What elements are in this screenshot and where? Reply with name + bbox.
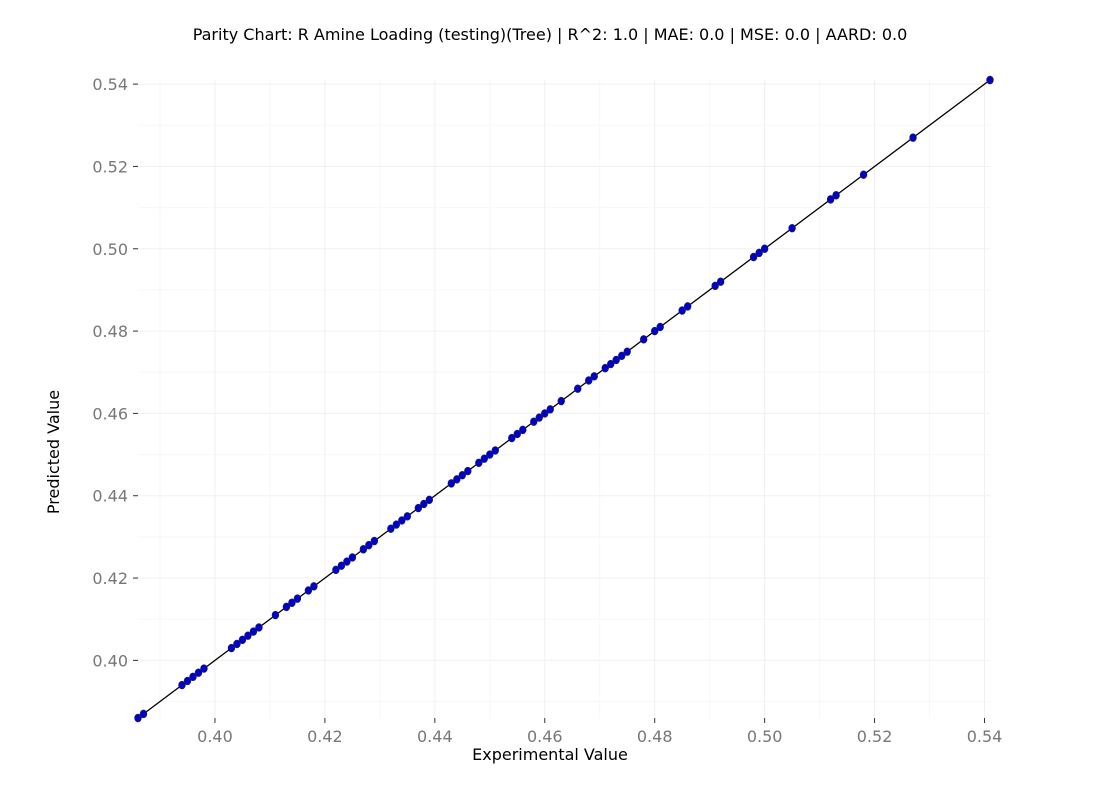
data-point — [530, 417, 538, 426]
data-point — [332, 565, 340, 575]
data-point — [590, 372, 598, 381]
data-point — [310, 582, 318, 591]
data-point — [227, 643, 236, 653]
data-point — [678, 306, 686, 315]
data-point — [683, 302, 692, 311]
data-point — [519, 425, 527, 435]
data-points — [134, 75, 994, 723]
data-point — [337, 561, 346, 570]
data-point — [749, 252, 758, 262]
data-point — [618, 351, 626, 360]
data-point — [986, 75, 994, 85]
data-point — [244, 631, 252, 640]
data-point — [491, 446, 499, 455]
data-point — [650, 326, 659, 336]
data-point — [546, 405, 554, 414]
data-point — [139, 709, 148, 719]
x-tick-label: 0.50 — [747, 727, 783, 746]
data-point — [238, 635, 247, 644]
data-point — [414, 503, 423, 513]
data-point — [343, 557, 351, 566]
data-point — [612, 355, 620, 365]
data-point — [535, 413, 543, 422]
x-tick-label: 0.46 — [527, 727, 563, 746]
data-point — [760, 244, 769, 253]
y-tick-label: 0.46 — [92, 404, 128, 423]
data-point — [513, 429, 521, 439]
data-point — [475, 458, 483, 467]
data-point — [909, 133, 917, 142]
data-point — [293, 594, 302, 603]
y-axis-label: Predicted Value — [44, 390, 63, 514]
data-point — [178, 680, 186, 690]
data-point — [623, 347, 631, 356]
y-tick-label: 0.44 — [92, 487, 128, 506]
data-point — [365, 540, 373, 550]
data-point — [607, 359, 615, 369]
data-point — [348, 553, 357, 562]
data-point — [387, 524, 395, 533]
x-tick-label: 0.48 — [637, 727, 673, 746]
x-tick-label: 0.52 — [857, 727, 893, 746]
data-point — [541, 409, 549, 418]
data-point — [288, 598, 296, 607]
data-point — [255, 623, 263, 632]
data-point — [359, 545, 368, 554]
x-tick-label: 0.44 — [417, 727, 453, 746]
data-point — [755, 248, 763, 258]
data-point — [134, 713, 142, 723]
data-point — [716, 277, 725, 286]
data-point — [788, 223, 796, 233]
data-point — [508, 433, 516, 443]
data-point — [601, 363, 609, 373]
x-tick-label: 0.42 — [307, 727, 343, 746]
data-point — [271, 610, 280, 620]
data-point — [370, 536, 379, 546]
x-tick-label: 0.40 — [197, 727, 233, 746]
data-point — [447, 479, 456, 488]
data-point — [189, 672, 197, 682]
y-tick-label: 0.50 — [92, 240, 128, 259]
data-point — [233, 639, 241, 649]
data-point — [183, 676, 192, 686]
tick-layer: 0.40 0.42 0.44 0.46 0.48 0.50 0.52 0.54 0.40 0.42… — [92, 75, 1002, 746]
y-tick-label: 0.54 — [92, 75, 128, 94]
grid-layer — [138, 80, 990, 718]
data-point — [458, 470, 467, 480]
data-point — [453, 475, 461, 484]
data-point — [656, 322, 664, 332]
data-point — [826, 195, 835, 204]
data-point — [403, 512, 412, 521]
data-point — [200, 664, 208, 673]
y-tick-label: 0.40 — [92, 651, 128, 670]
x-tick-label: 0.54 — [967, 727, 1003, 746]
data-point — [557, 396, 565, 406]
chart-title: Parity Chart: R Amine Loading (testing)(… — [193, 25, 908, 44]
data-point — [420, 499, 428, 509]
data-point — [194, 668, 203, 677]
y-tick-label: 0.52 — [92, 157, 128, 176]
data-point — [464, 466, 472, 476]
data-point — [392, 520, 401, 529]
data-point — [480, 454, 488, 463]
data-point — [640, 335, 648, 344]
y-tick-label: 0.42 — [92, 569, 128, 588]
data-point — [859, 170, 868, 179]
data-point — [249, 627, 258, 636]
x-axis-label: Experimental Value — [472, 745, 628, 764]
data-point — [585, 376, 593, 385]
data-point — [711, 281, 719, 291]
data-point — [832, 191, 840, 200]
data-point — [486, 450, 494, 459]
data-point — [398, 516, 406, 525]
data-point — [574, 384, 582, 393]
data-point — [425, 495, 434, 505]
data-point — [304, 586, 313, 595]
data-point — [282, 602, 291, 612]
y-tick-label: 0.48 — [92, 322, 128, 341]
